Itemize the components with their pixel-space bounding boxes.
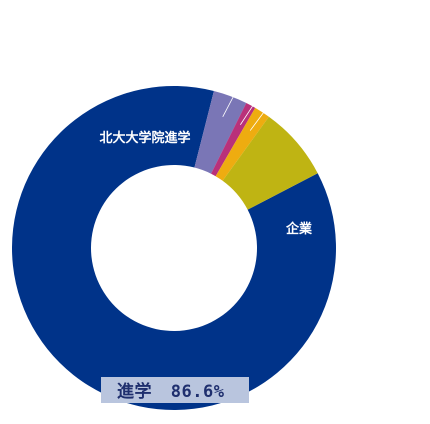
slice-label-hokudai-graduate-school: 北大大学院進学 <box>99 130 190 146</box>
summary-label-background <box>101 377 249 403</box>
chart-slices <box>11 85 336 410</box>
summary-label-category: 進学 <box>117 381 152 402</box>
slice-connector-2 <box>240 100 257 125</box>
summary-label-text: 進学 86.6% <box>117 381 225 402</box>
slice-connector-lines <box>222 91 268 131</box>
slice-connector-1 <box>222 91 237 117</box>
donut-slice-2 <box>211 103 256 177</box>
slice-label-company: 企業 <box>285 221 313 237</box>
donut-slice-4 <box>222 116 318 210</box>
donut-slice-1 <box>194 90 247 174</box>
slice-connector-3 <box>249 107 268 131</box>
donut-slice-0 <box>11 85 336 410</box>
summary-label-box: 進学 86.6% <box>101 377 249 403</box>
donut-slice-3 <box>215 107 269 181</box>
summary-label-value: 86.6% <box>171 382 225 402</box>
